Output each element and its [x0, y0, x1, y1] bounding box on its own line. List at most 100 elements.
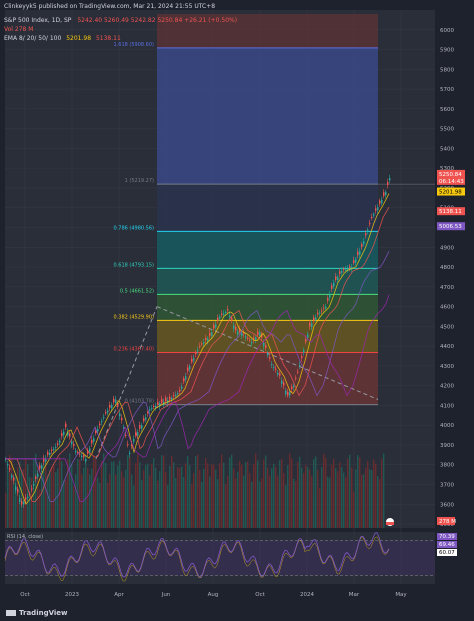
candle-body [107, 410, 109, 413]
candle-body [55, 446, 57, 448]
candle-body [259, 332, 261, 336]
volume-bar [347, 458, 349, 528]
volume-bar [83, 467, 85, 528]
ohlc-values: 5242.40 5260.49 5242.82 5250.84 +26.21 (… [77, 17, 238, 24]
price-tick-label: 6000 [440, 28, 454, 34]
volume-bar [353, 491, 355, 528]
volume-bar [251, 481, 253, 528]
candle-body [375, 208, 377, 211]
candle-body [309, 322, 311, 327]
volume-bar [51, 467, 53, 528]
volume-bar [137, 454, 139, 528]
candle-body [121, 417, 123, 421]
tradingview-logo[interactable]: TradingView [6, 609, 68, 617]
candle-body [297, 371, 299, 373]
candles [5, 174, 391, 508]
tv-logo-icon [6, 610, 16, 616]
candle-body [155, 405, 157, 408]
volume-bar [215, 469, 217, 528]
volume-bar [279, 460, 281, 528]
candle-body [373, 214, 375, 216]
candle-body [49, 452, 51, 455]
volume-bar [57, 468, 59, 528]
candle-body [137, 432, 139, 436]
candle-body [371, 217, 373, 219]
volume-bar [183, 476, 185, 528]
volume-bar [331, 464, 333, 528]
symbol-name[interactable]: S&P 500 Index, 1D, SP [4, 17, 72, 24]
candle-body [323, 307, 325, 309]
candle-body [211, 332, 213, 336]
volume-bar [265, 455, 267, 528]
price-tick-label: 3900 [440, 443, 454, 449]
volume-bar [245, 461, 247, 528]
candle-body [95, 430, 97, 434]
volume-bar [285, 485, 287, 528]
volume-bar [363, 474, 365, 528]
candle-body [333, 282, 335, 287]
candle-body [27, 496, 29, 498]
ema-legend: EMA 8/ 20/ 50/ 100 5201.98 5138.11 [4, 35, 121, 42]
volume-bar [313, 459, 315, 528]
volume-bar [325, 457, 327, 528]
volume-bar [107, 482, 109, 528]
volume-bar [147, 463, 149, 528]
volume-bar [235, 478, 237, 528]
candle-body [275, 368, 277, 370]
candle-body [5, 458, 7, 460]
volume-bar [239, 460, 241, 528]
time-tick-label: 2023 [65, 592, 79, 598]
volume-bar [129, 456, 131, 528]
volume-bar [229, 457, 231, 528]
ema-label[interactable]: EMA 8/ 20/ 50/ 100 [4, 35, 62, 42]
volume-bar [121, 471, 123, 528]
volume-bar [15, 473, 17, 528]
volume-bar [243, 475, 245, 528]
candle-body [303, 350, 305, 353]
price-tick-label: 5600 [440, 107, 454, 113]
candle-body [119, 413, 121, 417]
volume-bar [365, 467, 367, 528]
volume-bar [161, 455, 163, 528]
volume-bar [177, 467, 179, 528]
volume-bar [253, 463, 255, 528]
candle-body [9, 467, 11, 470]
volume-bar [345, 477, 347, 528]
candle-body [81, 455, 83, 458]
candle-body [93, 438, 95, 442]
candle-body [71, 441, 73, 445]
volume-bar [105, 462, 107, 528]
volume-bar [127, 455, 129, 528]
volume-bar [141, 480, 143, 528]
candle-body [253, 337, 255, 340]
candle-body [17, 488, 19, 493]
candle-body [67, 431, 69, 436]
candle-body [307, 334, 309, 338]
volume-bar [61, 461, 63, 528]
candle-body [339, 271, 341, 274]
candle-body [337, 276, 339, 281]
candle-body [117, 403, 119, 407]
price-tick-label: 4000 [440, 423, 454, 429]
candle-body [305, 339, 307, 343]
fib-zone [157, 352, 378, 405]
published-line: Clinkeyyk5 published on TradingView.com,… [4, 3, 216, 10]
volume-bar [373, 459, 375, 528]
candle-body [301, 356, 303, 358]
price-tick-label: 5800 [440, 67, 454, 73]
candle-body [199, 345, 201, 347]
candle-body [317, 312, 319, 315]
volume-bar [323, 453, 325, 528]
price-label: 5201.98 [439, 190, 462, 196]
candle-body [335, 276, 337, 280]
time-tick-label: Aug [208, 592, 219, 598]
price-tick-label: 3600 [440, 502, 454, 508]
volume-label-box [437, 517, 455, 525]
volume-bar [109, 473, 111, 528]
candle-body [173, 395, 175, 397]
candle-body [151, 408, 153, 410]
volume-bar [335, 467, 337, 528]
candle-body [379, 200, 381, 204]
candle-body [175, 394, 177, 396]
